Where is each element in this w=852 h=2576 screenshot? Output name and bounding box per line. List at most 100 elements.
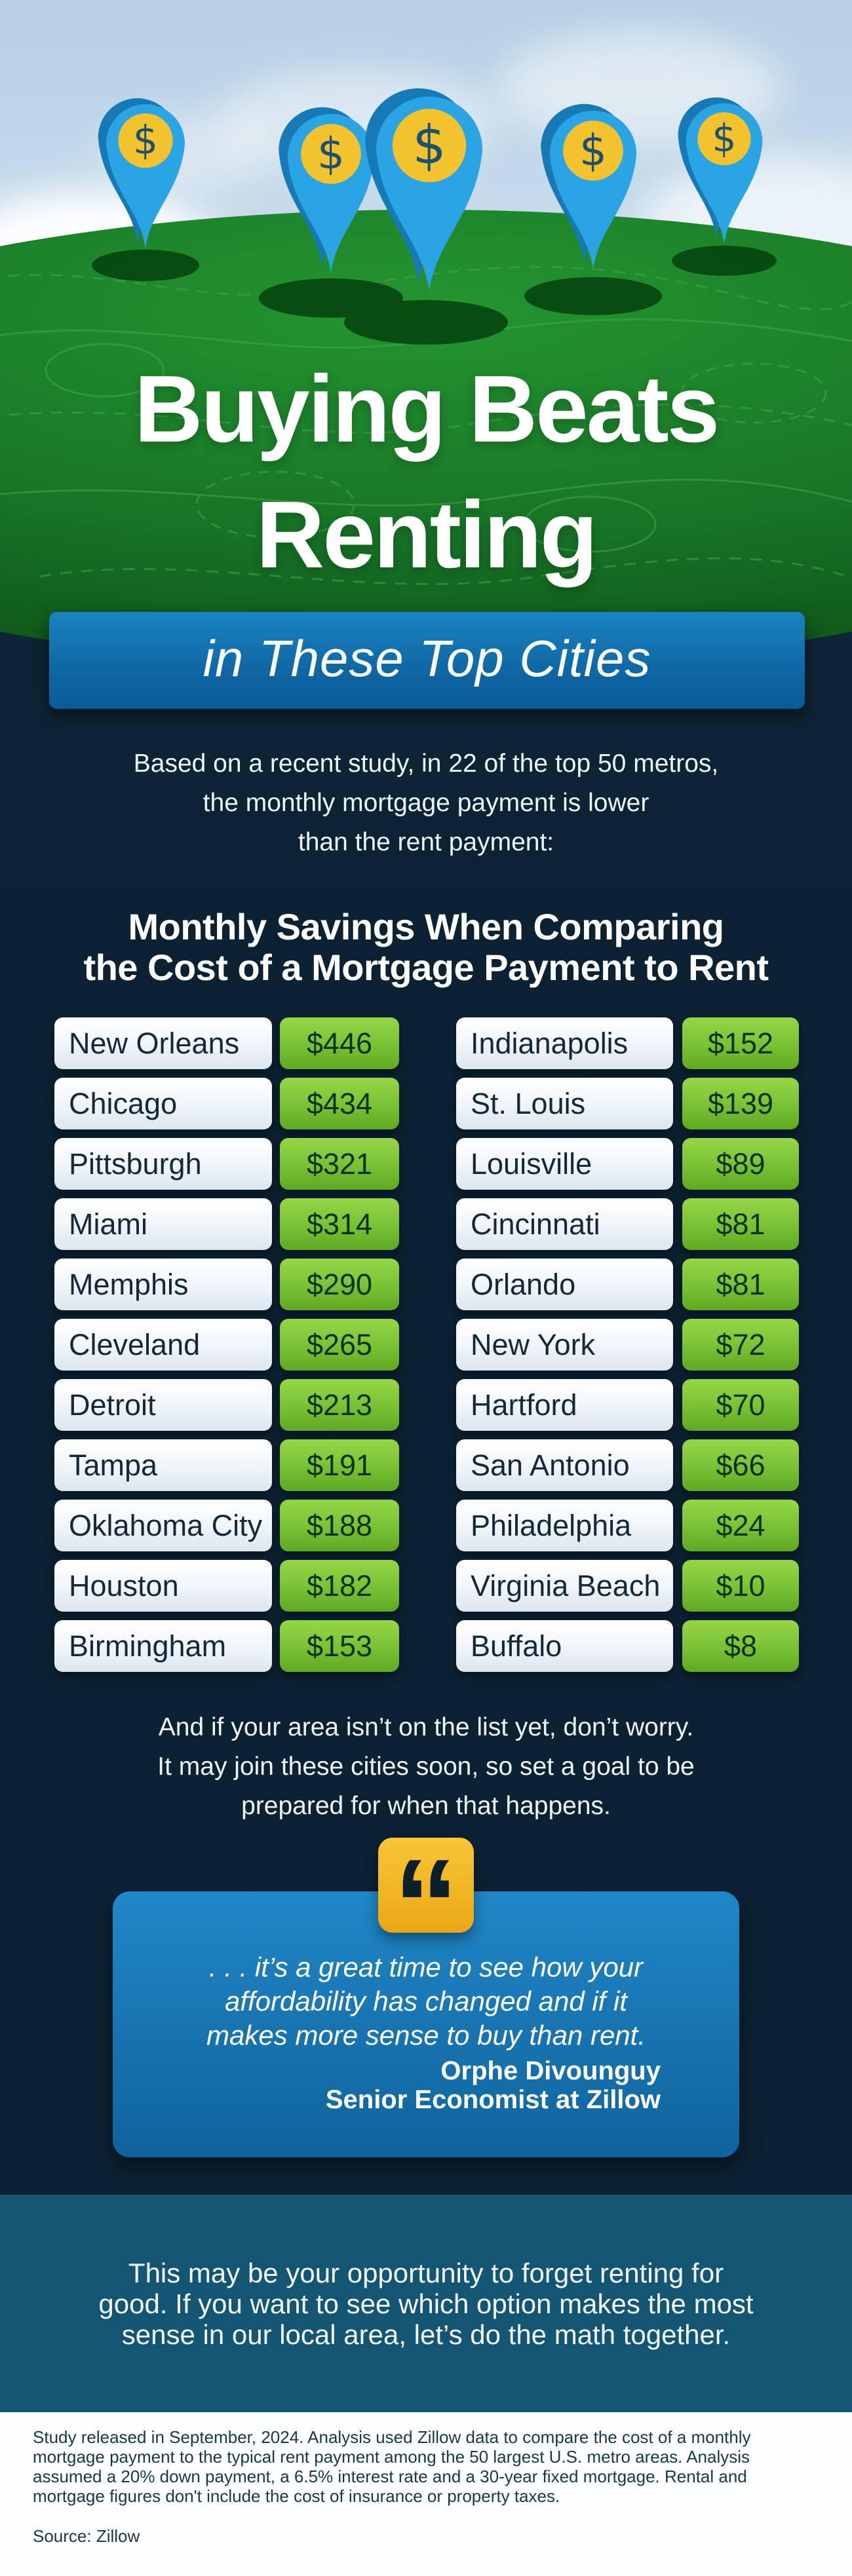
- table-row: Louisville $89: [456, 1138, 799, 1190]
- note-paragraph: And if your area isn’t on the list yet, …: [0, 1708, 852, 1826]
- intro-line: than the rent payment:: [298, 828, 554, 856]
- savings-table-heading-line: Monthly Savings When Comparing: [128, 906, 724, 947]
- table-row: Detroit $213: [54, 1379, 399, 1431]
- hill-shape: [0, 210, 852, 668]
- table-row: Tampa $191: [54, 1439, 399, 1491]
- city-label-chip: Hartford: [456, 1379, 673, 1431]
- savings-value-chip: $213: [280, 1379, 399, 1431]
- table-row: St. Louis $139: [456, 1078, 799, 1129]
- savings-value-chip: $265: [280, 1319, 399, 1371]
- savings-value-chip: $10: [682, 1560, 799, 1612]
- quote-text: . . . it’s a great time to see how your …: [0, 1950, 852, 2053]
- city-label-chip: San Antonio: [456, 1439, 673, 1491]
- quote-author-title: Senior Economist at Zillow: [325, 2085, 661, 2114]
- savings-value-chip: $81: [682, 1198, 799, 1250]
- savings-value-chip: $153: [280, 1620, 399, 1672]
- note-line: And if your area isn’t on the list yet, …: [158, 1713, 694, 1741]
- savings-value-chip: $81: [682, 1259, 799, 1310]
- quotation-mark-icon: “: [393, 1832, 459, 1979]
- city-label-chip: Cincinnati: [456, 1198, 673, 1250]
- city-label-chip: Virginia Beach: [456, 1560, 673, 1612]
- savings-table-left-column: New Orleans $446 Chicago $434 Pittsburgh…: [54, 1017, 399, 1672]
- dollar-map-pin-icon: $: [279, 107, 375, 273]
- city-label-chip: Houston: [54, 1560, 272, 1612]
- savings-value-chip: $8: [682, 1620, 799, 1672]
- table-row: New York $72: [456, 1319, 799, 1371]
- table-row: Virginia Beach $10: [456, 1560, 799, 1612]
- savings-value-chip: $314: [280, 1198, 399, 1250]
- table-row: Pittsburgh $321: [54, 1138, 399, 1190]
- savings-table-heading: Monthly Savings When Comparing the Cost …: [0, 907, 852, 988]
- table-row: Orlando $81: [456, 1259, 799, 1310]
- savings-value-chip: $24: [682, 1500, 799, 1551]
- savings-value-chip: $191: [280, 1439, 399, 1491]
- coin-circle: [118, 113, 173, 168]
- table-row: Buffalo $8: [456, 1620, 799, 1672]
- coin-circle: [392, 109, 467, 183]
- city-label-chip: Birmingham: [54, 1620, 272, 1672]
- intro-paragraph: Based on a recent study, in 22 of the to…: [0, 744, 852, 862]
- table-row: Chicago $434: [54, 1078, 399, 1129]
- city-label-chip: Oklahoma City: [54, 1500, 272, 1551]
- note-line: It may join these cities soon, so set a …: [157, 1752, 695, 1781]
- city-label-chip: New York: [456, 1319, 673, 1371]
- city-label-chip: Orlando: [456, 1259, 673, 1310]
- page-title-line-1: Buying Beats: [134, 356, 720, 462]
- table-row: Hartford $70: [456, 1379, 799, 1431]
- quote-line: makes more sense to buy than rent.: [206, 2020, 646, 2051]
- source-credit: Source: Zillow: [33, 2526, 140, 2546]
- city-label-chip: Chicago: [54, 1078, 272, 1129]
- intro-line: Based on a recent study, in 22 of the to…: [133, 749, 719, 778]
- quote-line: affordability has changed and if it: [224, 1986, 628, 2017]
- table-row: San Antonio $66: [456, 1439, 799, 1491]
- hill-illustration: [0, 210, 852, 668]
- study-disclaimer: Study released in September, 2024. Analy…: [33, 2427, 751, 2506]
- table-row: Houston $182: [54, 1560, 399, 1612]
- city-label-chip: Pittsburgh: [54, 1138, 272, 1190]
- city-label-chip: St. Louis: [456, 1078, 673, 1129]
- table-row: New Orleans $446: [54, 1017, 399, 1069]
- city-label-chip: Indianapolis: [456, 1017, 673, 1069]
- city-label-chip: Detroit: [54, 1379, 272, 1431]
- savings-table-heading-line: the Cost of a Mortgage Payment to Rent: [83, 947, 769, 988]
- savings-value-chip: $70: [682, 1379, 799, 1431]
- savings-value-chip: $446: [280, 1017, 399, 1069]
- coin-circle: [697, 112, 751, 166]
- savings-value-chip: $290: [280, 1259, 399, 1310]
- city-label-chip: Cleveland: [54, 1319, 272, 1371]
- city-label-chip: Buffalo: [456, 1620, 673, 1672]
- table-row: Miami $314: [54, 1198, 399, 1250]
- savings-value-chip: $434: [280, 1078, 399, 1129]
- city-label-chip: Tampa: [54, 1439, 272, 1491]
- dollar-map-pin-icon: $: [365, 88, 483, 292]
- teal-section-background: [0, 2195, 852, 2412]
- intro-line: the monthly mortgage payment is lower: [203, 789, 649, 817]
- note-line: prepared for when that happens.: [241, 1792, 611, 1820]
- savings-value-chip: $66: [682, 1439, 799, 1491]
- quote-attribution: Orphe Divounguy Senior Economist at Zill…: [113, 2056, 661, 2114]
- dollar-glyph: $: [579, 125, 607, 176]
- dollar-map-pin-icon: $: [98, 98, 185, 249]
- savings-value-chip: $72: [682, 1319, 799, 1371]
- quote-badge: “: [378, 1838, 474, 1971]
- dollar-glyph: $: [317, 128, 345, 179]
- dollar-map-pin-icon: $: [678, 97, 763, 244]
- coin-circle: [301, 124, 361, 184]
- city-label-chip: Philadelphia: [456, 1500, 673, 1551]
- table-row: Cincinnati $81: [456, 1198, 799, 1250]
- subtitle-banner-label: in These Top Cities: [203, 630, 651, 687]
- savings-value-chip: $321: [280, 1138, 399, 1190]
- savings-table-right-column: Indianapolis $152 St. Louis $139 Louisvi…: [456, 1017, 799, 1672]
- table-row: Memphis $290: [54, 1259, 399, 1310]
- city-label-chip: Louisville: [456, 1138, 673, 1190]
- dollar-glyph: $: [712, 116, 736, 161]
- coin-circle: [563, 121, 623, 181]
- footer-background: [0, 2412, 852, 2576]
- quote-line: . . . it’s a great time to see how your: [208, 1952, 644, 1982]
- dollar-glyph: $: [412, 115, 446, 176]
- city-label-chip: Miami: [54, 1198, 272, 1250]
- cta-line: sense in our local area, let’s do the ma…: [121, 2319, 731, 2350]
- city-label-chip: Memphis: [54, 1259, 272, 1310]
- city-label-chip: New Orleans: [54, 1017, 272, 1069]
